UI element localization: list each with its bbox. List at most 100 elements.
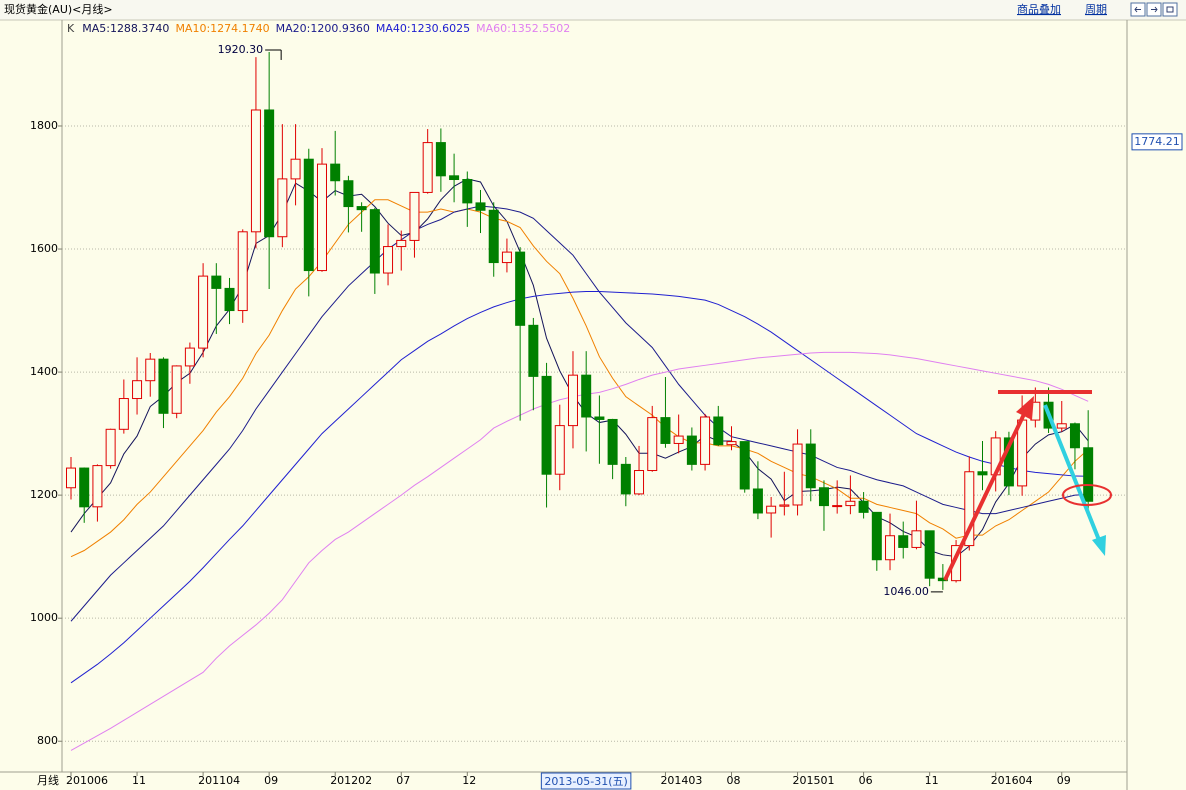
period-link[interactable]: 周期 <box>1085 3 1107 16</box>
candle-body <box>264 109 275 238</box>
candle-body <box>237 231 248 312</box>
candle-body <box>964 471 975 547</box>
x-tick-label: 201202 <box>330 774 372 787</box>
x-tick-label: 08 <box>727 774 741 787</box>
candle-body <box>158 358 169 414</box>
candle-body <box>541 375 552 475</box>
candle-body <box>739 441 750 490</box>
candle-body <box>250 109 261 233</box>
down-arrow-head <box>1092 535 1106 556</box>
candle-body <box>277 178 288 238</box>
y-tick-label: 1600 <box>30 242 58 255</box>
candle-body <box>224 287 235 312</box>
candle-body <box>422 142 433 193</box>
x-tick-label: 11 <box>132 774 146 787</box>
candle-body <box>567 374 578 427</box>
icon-glyphs <box>1134 6 1174 13</box>
candle-body <box>726 441 737 446</box>
x-tick-label: 201006 <box>66 774 108 787</box>
candle-body <box>290 158 301 180</box>
candle-body <box>911 530 922 548</box>
x-tick-label: 06 <box>859 774 873 787</box>
candle-body <box>369 209 380 274</box>
candle-body <box>1069 423 1080 449</box>
candle-body <box>581 374 592 418</box>
up-arrow <box>943 409 1028 581</box>
candle-body <box>515 251 526 326</box>
candle-body <box>198 275 209 349</box>
candle-body <box>132 380 143 400</box>
candle-body <box>647 417 658 472</box>
legend-item: MA20:1200.9360 <box>276 22 370 35</box>
icon-fit[interactable] <box>1162 2 1178 17</box>
candle-body <box>845 500 856 507</box>
candle-body <box>594 416 605 420</box>
x-tick-label: 07 <box>396 774 410 787</box>
candle-body <box>79 467 90 508</box>
candle-body <box>871 511 882 561</box>
toolbar-title: 现货黄金(AU)<月线> <box>4 2 113 16</box>
candle-body <box>171 365 182 414</box>
candle-body <box>211 275 222 289</box>
legend-prefix: K <box>67 22 75 35</box>
x-tick-label: 201104 <box>198 774 240 787</box>
candle-body <box>435 142 446 177</box>
candle-body <box>858 500 869 513</box>
ma-line <box>70 205 1089 622</box>
candle-body <box>66 467 76 489</box>
y-tick-label: 1400 <box>30 365 58 378</box>
candle-body <box>832 505 843 508</box>
overlay-link[interactable]: 商品叠加 <box>1017 2 1061 16</box>
candle-body <box>303 158 314 272</box>
candle-body <box>343 180 354 208</box>
x-tick-label: 11 <box>925 774 939 787</box>
legend-item: MA10:1274.1740 <box>175 22 269 35</box>
ma-line <box>70 351 1089 751</box>
candle-body <box>145 358 156 382</box>
y-tick-label: 1000 <box>30 611 58 624</box>
candle-body <box>462 179 473 204</box>
x-tick-label: 09 <box>1057 774 1071 787</box>
y-tick-label: 1200 <box>30 488 58 501</box>
crosshair-date-box <box>540 772 632 790</box>
toolbar-icons <box>1130 2 1178 17</box>
candle-body <box>1017 419 1028 487</box>
candle-body <box>1083 447 1094 502</box>
candle-body <box>673 435 684 444</box>
candle-body <box>118 398 129 430</box>
candle-body <box>818 487 829 507</box>
candle-body <box>316 163 327 272</box>
x-tick-label: 201604 <box>991 774 1033 787</box>
candle-body <box>700 416 711 465</box>
legend-item: MA5:1288.3740 <box>82 22 169 35</box>
candle-body <box>488 209 499 264</box>
candle-body <box>686 435 697 465</box>
period-label: 月线 <box>37 773 59 787</box>
candle-body <box>766 505 777 514</box>
x-tick-label: 201501 <box>793 774 835 787</box>
candle-body <box>620 463 631 495</box>
candle-body <box>330 163 341 182</box>
candle-body <box>607 418 618 465</box>
candle-body <box>660 417 671 444</box>
candle-body <box>1003 437 1014 487</box>
candle-body <box>396 239 407 248</box>
y-tick-label: 1800 <box>30 119 58 132</box>
x-tick-label: 09 <box>264 774 278 787</box>
low-label: 1046.00 <box>883 585 929 598</box>
highlight-ellipse <box>1062 484 1112 506</box>
high-label: 1920.30 <box>218 43 264 56</box>
candle-body <box>779 504 790 507</box>
ma-line <box>70 199 1089 558</box>
price-marker-box <box>1131 133 1183 151</box>
x-tick-label: 201403 <box>660 774 702 787</box>
legend-item: MA60:1352.5502 <box>476 22 570 35</box>
candle-body <box>924 530 935 579</box>
toolbar-bg <box>0 0 1186 20</box>
annotations <box>943 390 1112 581</box>
candle-body <box>356 206 367 211</box>
candle-body <box>475 202 486 211</box>
down-arrow <box>1043 404 1101 541</box>
